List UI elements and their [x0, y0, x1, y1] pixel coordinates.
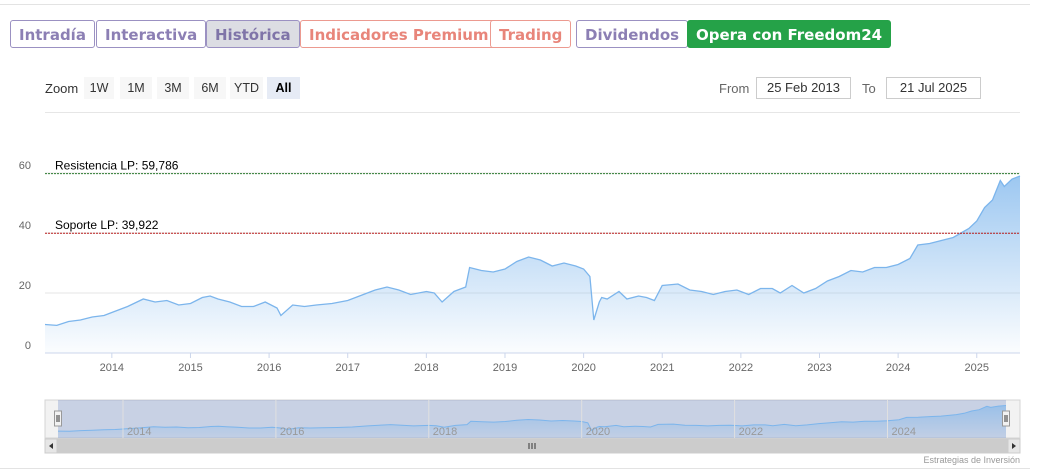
x-tick-label: 2021: [650, 362, 674, 374]
bottom-divider: [0, 468, 1030, 469]
navigator-tick-label: 2024: [892, 426, 916, 438]
x-tick-label: 2015: [178, 362, 202, 374]
resistance-label: Resistencia LP: 59,786: [55, 159, 179, 173]
zoom-label: Zoom: [45, 81, 79, 96]
navigator-tick-label: 2014: [127, 426, 151, 438]
zoom-1m-button[interactable]: 1M: [120, 77, 152, 99]
zoom-3m-button[interactable]: 3M: [157, 77, 189, 99]
tab-indicadores-premium[interactable]: Indicadores Premium: [300, 20, 498, 48]
range-divider: [45, 112, 1020, 113]
y-tick-label: 40: [19, 220, 31, 232]
navigator-area: [58, 405, 1006, 438]
opera-freedom24-button[interactable]: Opera con Freedom24: [687, 20, 892, 48]
navigator-tick-label: 2020: [586, 426, 610, 438]
price-line: [44, 175, 1021, 327]
x-axis-labels: 2014 2015 2016 2017 2018 2019 2020 2021 2022 2023…: [100, 353, 989, 374]
zoom-ytd-button[interactable]: YTD: [230, 77, 263, 99]
zoom-all-button[interactable]: All: [267, 77, 300, 99]
navigator-line: [57, 405, 1007, 432]
x-tick-label: 2024: [886, 362, 910, 374]
x-tick-label: 2014: [100, 362, 124, 374]
tab-trading[interactable]: Trading: [490, 20, 572, 48]
support-label: Soporte LP: 39,922: [55, 218, 159, 232]
to-date-input[interactable]: 21 Jul 2025: [886, 77, 981, 99]
scroll-left-arrow-icon: [49, 443, 53, 449]
x-tick-label: 2019: [493, 362, 517, 374]
top-divider: [0, 4, 1030, 5]
from-date-input[interactable]: 25 Feb 2013: [756, 77, 851, 99]
y-axis-labels: 0 20 40 60: [19, 160, 31, 352]
tab-intradia[interactable]: Intradía: [10, 20, 95, 48]
zoom-1w-button[interactable]: 1W: [84, 77, 114, 99]
x-tick-label: 2016: [257, 362, 281, 374]
y-tick-label: 60: [19, 160, 31, 172]
tab-interactiva[interactable]: Interactiva: [96, 20, 207, 48]
navigator-tick-label: 2016: [280, 426, 304, 438]
x-tick-label: 2022: [729, 362, 753, 374]
navigator-tick-label: 2022: [739, 426, 763, 438]
navigator-right-handle[interactable]: [1002, 410, 1010, 427]
y-tick-label: 0: [25, 340, 31, 352]
x-tick-label: 2018: [414, 362, 438, 374]
annotation-lines: Resistencia LP: 59,786 Soporte LP: 39,922: [45, 159, 1020, 234]
navigator: 2014 2016 2018 2020 2022 2024: [44, 399, 1021, 454]
tab-dividendos[interactable]: Dividendos: [576, 20, 689, 48]
navigator-left-handle[interactable]: [54, 410, 62, 427]
x-tick-label: 2017: [335, 362, 359, 374]
y-tick-label: 20: [19, 280, 31, 292]
credits-link[interactable]: Estrategias de Inversión: [923, 455, 1020, 465]
from-label: From: [719, 81, 750, 96]
navigator-tick-label: 2018: [433, 426, 457, 438]
to-label: To: [862, 81, 876, 96]
x-tick-label: 2020: [571, 362, 595, 374]
x-tick-label: 2023: [807, 362, 831, 374]
scroll-right-arrow-icon: [1012, 443, 1016, 449]
x-tick-label: 2025: [965, 362, 989, 374]
zoom-6m-button[interactable]: 6M: [194, 77, 226, 99]
tab-historica[interactable]: Histórica: [206, 20, 300, 48]
price-area: [45, 176, 1020, 353]
